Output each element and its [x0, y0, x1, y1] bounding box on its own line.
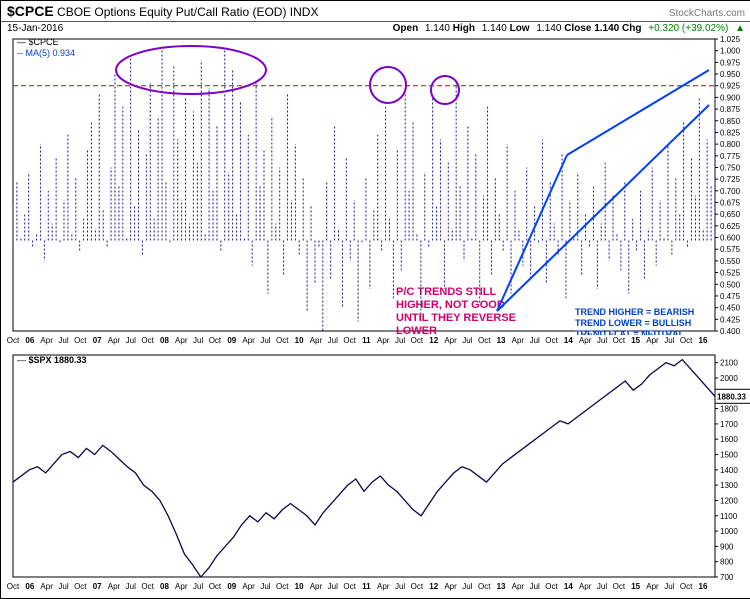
svg-text:0.825: 0.825 [720, 128, 741, 137]
svg-text:0.475: 0.475 [720, 292, 741, 301]
svg-text:0.950: 0.950 [720, 70, 741, 79]
svg-text:0.725: 0.725 [720, 175, 741, 184]
sub-header: 15-Jan-2016 Open 1.140 High 1.140 Low 1.… [1, 22, 750, 35]
svg-text:0.525: 0.525 [720, 269, 741, 278]
svg-text:900: 900 [720, 542, 734, 551]
svg-text:1300: 1300 [720, 481, 738, 490]
chart-header: $CPCE CBOE Options Equity Put/Call Ratio… [1, 1, 750, 22]
svg-text:1500: 1500 [720, 451, 738, 460]
watermark: StockCharts.com [669, 8, 745, 19]
svg-text:TREND HIGHER = BEARISH: TREND HIGHER = BEARISH [575, 307, 694, 317]
panel-spx: — $SPX 1880.33 700 800 900 1000 1100 1200 1300… [1, 351, 750, 581]
svg-text:0.850: 0.850 [720, 117, 741, 126]
svg-text:0.400: 0.400 [720, 327, 741, 335]
svg-text:0.575: 0.575 [720, 245, 741, 254]
svg-text:2000: 2000 [720, 374, 738, 383]
svg-text:0.675: 0.675 [720, 199, 741, 208]
chart-spx: 700 800 900 1000 1100 1200 1300 1400 1500 1600 170… [1, 351, 750, 581]
svg-text:0.875: 0.875 [720, 105, 741, 114]
panel-cpce: — $CPCE -- MA(5) 0.934 0.4000.4250.4500.… [1, 35, 750, 335]
svg-text:1100: 1100 [720, 512, 738, 521]
svg-text:0.625: 0.625 [720, 222, 741, 231]
svg-text:0.450: 0.450 [720, 304, 741, 313]
chart-cpce: 0.400 0.425 0.450 0.475 0.500 0.525 0.550 0.575… [1, 35, 750, 335]
symbol: $CPCE [7, 3, 54, 19]
svg-text:0.975: 0.975 [720, 58, 741, 67]
svg-text:0.425: 0.425 [720, 315, 741, 324]
quotes: Open 1.140 High 1.140 Low 1.140 Close 1.… [393, 23, 745, 34]
svg-text:HIGHER, NOT GOOD: HIGHER, NOT GOOD [396, 299, 505, 311]
header-left: $CPCE CBOE Options Equity Put/Call Ratio… [7, 3, 318, 19]
date: 15-Jan-2016 [7, 23, 63, 34]
svg-text:0.750: 0.750 [720, 163, 741, 172]
svg-text:1400: 1400 [720, 466, 738, 475]
x-axis-1: Oct06AprJulOct07AprJulOct08AprJulOct09Ap… [13, 335, 727, 351]
svg-text:1200: 1200 [720, 496, 738, 505]
x-axis-2: Oct06AprJulOct07AprJulOct08AprJulOct09Ap… [13, 581, 727, 597]
svg-text:1880.33: 1880.33 [717, 392, 746, 401]
svg-text:LOWER: LOWER [396, 325, 437, 335]
svg-text:1800: 1800 [720, 405, 738, 414]
svg-text:0.500: 0.500 [720, 280, 741, 289]
svg-text:2100: 2100 [720, 359, 738, 368]
svg-text:0.700: 0.700 [720, 187, 741, 196]
svg-text:0.900: 0.900 [720, 93, 741, 102]
svg-text:1700: 1700 [720, 420, 738, 429]
svg-text:0.650: 0.650 [720, 210, 741, 219]
svg-text:700: 700 [720, 573, 734, 581]
legend-spx: — $SPX 1880.33 [17, 355, 87, 365]
svg-text:1.000: 1.000 [720, 47, 741, 56]
svg-text:800: 800 [720, 558, 734, 567]
svg-text:TREND LOWER = BULLISH: TREND LOWER = BULLISH [575, 318, 691, 328]
svg-text:1.025: 1.025 [720, 35, 741, 44]
svg-text:1000: 1000 [720, 527, 738, 536]
svg-text:P/C TRENDS STILL: P/C TRENDS STILL [396, 286, 497, 298]
svg-text:0.550: 0.550 [720, 257, 741, 266]
legend-cpce: — $CPCE [17, 37, 59, 47]
svg-text:0.800: 0.800 [720, 140, 741, 149]
svg-text:0.775: 0.775 [720, 152, 741, 161]
svg-text:0.600: 0.600 [720, 234, 741, 243]
svg-text:1600: 1600 [720, 435, 738, 444]
svg-text:UNTIL THEY REVERSE: UNTIL THEY REVERSE [396, 312, 516, 324]
symbol-desc: CBOE Options Equity Put/Call Ratio (EOD)… [57, 5, 318, 19]
legend-ma: -- MA(5) 0.934 [17, 48, 75, 58]
svg-text:0.925: 0.925 [720, 82, 741, 91]
